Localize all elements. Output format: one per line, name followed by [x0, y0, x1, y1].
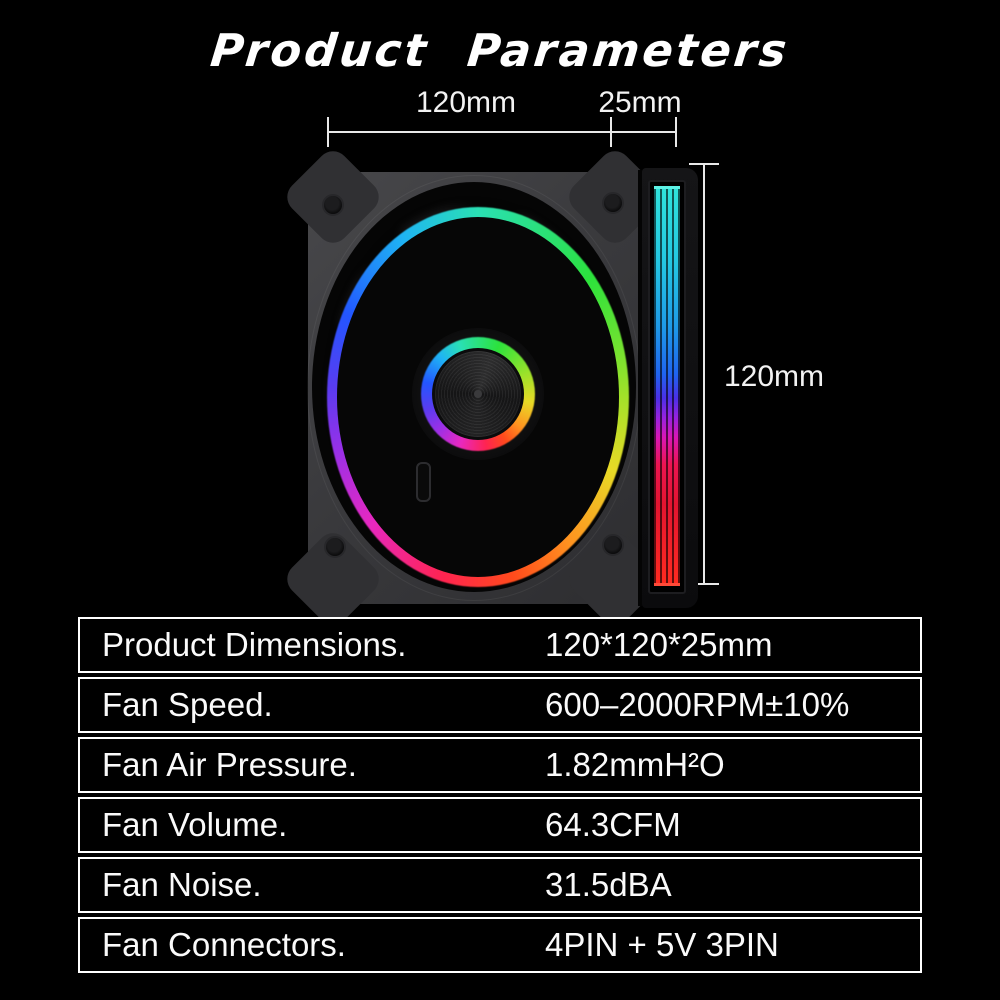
fan-opening [312, 182, 636, 592]
table-row: Fan Volume. 64.3CFM [78, 797, 922, 853]
fan-edge-seam [638, 170, 642, 606]
dimension-tick [689, 163, 719, 165]
table-row: Fan Noise. 31.5dBA [78, 857, 922, 913]
table-row: Fan Speed. 600–2000RPM±10% [78, 677, 922, 733]
spec-value: 64.3CFM [545, 806, 681, 843]
table-row: Fan Air Pressure. 1.82mmH²O [78, 737, 922, 793]
spec-label: Fan Volume. [102, 806, 288, 843]
table-row: Fan Connectors. 4PIN + 5V 3PIN [78, 917, 922, 973]
blade-slot [416, 462, 431, 502]
page-title: Product Parameters [208, 24, 792, 77]
dimension-label-height: 120mm [724, 360, 825, 393]
fan-frame [280, 144, 668, 632]
dimension-tick [610, 117, 612, 147]
dimension-tick [327, 117, 329, 147]
fan-side-panel [642, 168, 698, 608]
spec-value: 1.82mmH²O [545, 746, 725, 783]
fan-hub-center [474, 390, 482, 398]
spec-label: Fan Connectors. [102, 926, 346, 963]
spec-value: 600–2000RPM±10% [545, 686, 850, 723]
dimension-tick [689, 583, 719, 585]
spec-label: Fan Noise. [102, 866, 262, 903]
dimension-label-depth: 25mm [598, 86, 682, 119]
spec-label: Fan Air Pressure. [102, 746, 357, 783]
dimension-line-height [703, 163, 705, 585]
side-light-channel [648, 180, 686, 594]
spec-label: Product Dimensions. [102, 626, 407, 663]
spec-value: 31.5dBA [545, 866, 672, 903]
dimension-line-width [327, 131, 677, 133]
screw-hole [324, 536, 346, 558]
spec-value: 120*120*25mm [545, 626, 773, 663]
spec-table: Product Dimensions. 120*120*25mm Fan Spe… [78, 617, 922, 973]
table-row: Product Dimensions. 120*120*25mm [78, 617, 922, 673]
screw-hole [322, 194, 344, 216]
dimension-label-width: 120mm [415, 86, 517, 119]
screw-hole [602, 534, 624, 556]
screw-hole [602, 192, 624, 214]
spec-value: 4PIN + 5V 3PIN [545, 926, 779, 963]
side-rgb-strip [654, 186, 680, 586]
dimension-tick [675, 117, 677, 147]
spec-label: Fan Speed. [102, 686, 273, 723]
